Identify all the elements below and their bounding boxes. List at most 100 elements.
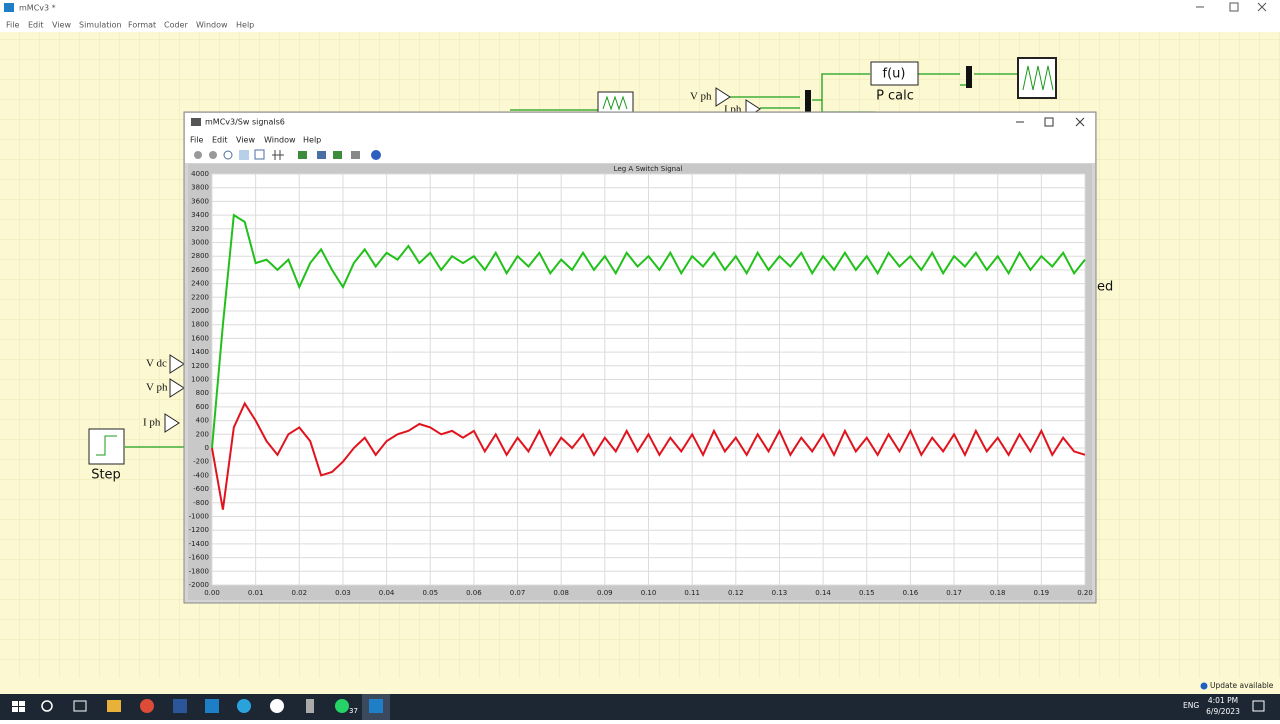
mux[interactable] <box>966 66 972 88</box>
port-label: V dc <box>146 358 167 370</box>
menu-item[interactable]: Edit <box>212 136 228 145</box>
diagram: V dc V ph I ph Step V ph I ph f(u) P cal… <box>88 57 1113 483</box>
port-label: V ph <box>690 91 712 103</box>
y-tick-label: -800 <box>193 499 209 507</box>
menu-item[interactable]: Edit <box>28 21 44 30</box>
y-tick-label: 1800 <box>191 321 209 329</box>
y-tick-label: 2600 <box>191 266 209 274</box>
x-tick-label: 0.18 <box>990 589 1006 597</box>
main-window-buttons[interactable] <box>1196 2 1267 12</box>
app-matlab[interactable] <box>205 699 219 713</box>
y-tick-label: 200 <box>196 430 209 438</box>
block-text: f(u) <box>883 67 906 82</box>
app-telegram[interactable] <box>237 699 251 713</box>
menu-item[interactable]: Window <box>264 136 296 145</box>
x-tick-label: 0.10 <box>641 589 657 597</box>
taskbar: Update available 37 ENG 4:01 PM 6/9/2023 <box>0 678 1280 720</box>
chart-title: Leg A Switch Signal <box>614 165 683 173</box>
y-tick-label: -600 <box>193 485 209 493</box>
scope-menu: File Edit View Window Help <box>190 136 321 145</box>
x-tick-label: 0.02 <box>292 589 308 597</box>
toolbar[interactable] <box>194 149 381 160</box>
start-button[interactable] <box>12 701 25 712</box>
menu-item[interactable]: Coder <box>164 21 188 30</box>
notifications[interactable] <box>1252 700 1265 712</box>
x-tick-label: 0.17 <box>946 589 962 597</box>
main-titlebar <box>0 0 1280 32</box>
app-icon <box>4 3 14 12</box>
update-notice[interactable]: Update available <box>1210 681 1274 690</box>
x-tick-label: 0.19 <box>1034 589 1050 597</box>
main-menu: File Edit View Simulation Format Coder Window H… <box>6 21 254 30</box>
scope-block-selected[interactable] <box>1017 57 1057 99</box>
y-tick-label: -1600 <box>189 554 209 562</box>
language[interactable]: ENG <box>1183 701 1199 710</box>
menu-item[interactable]: File <box>190 136 203 145</box>
x-tick-label: 0.13 <box>772 589 788 597</box>
fcn-block[interactable] <box>870 61 919 86</box>
scope-title: mMCv3/Sw signals6 <box>205 118 285 127</box>
menu-item[interactable]: Simulation <box>79 21 122 30</box>
y-tick-label: 3200 <box>191 225 209 233</box>
x-tick-label: 0.06 <box>466 589 482 597</box>
step-block[interactable] <box>88 428 125 465</box>
app-whatsapp[interactable] <box>335 699 349 713</box>
x-tick-label: 0.04 <box>379 589 395 597</box>
x-tick-label: 0.16 <box>903 589 919 597</box>
y-tick-label: 1600 <box>191 334 209 342</box>
y-tick-label: 400 <box>196 417 209 425</box>
menu-item[interactable]: File <box>6 21 19 30</box>
app-whatsapp[interactable] <box>270 699 284 713</box>
scope-block[interactable] <box>597 91 634 115</box>
app-explorer[interactable] <box>107 700 121 712</box>
y-tick-label: 3400 <box>191 211 209 219</box>
x-tick-label: 0.01 <box>248 589 264 597</box>
y-tick-label: 2800 <box>191 252 209 260</box>
y-tick-label: 4000 <box>191 170 209 178</box>
menu-item[interactable]: Format <box>128 21 156 30</box>
x-tick-label: 0.09 <box>597 589 613 597</box>
block-label: Step <box>91 468 121 483</box>
x-tick-label: 0.05 <box>422 589 438 597</box>
y-tick-label: 3000 <box>191 239 209 247</box>
y-tick-label: 3600 <box>191 197 209 205</box>
x-tick-label: 0.20 <box>1077 589 1093 597</box>
y-tick-label: -200 <box>193 458 209 466</box>
scope-window: mMCv3/Sw signals6 File Edit View Window Help… <box>183 111 1097 604</box>
series-line <box>211 213 1086 449</box>
clock-time[interactable]: 4:01 PM <box>1208 696 1238 705</box>
menu-item[interactable]: Help <box>236 21 254 30</box>
y-tick-label: 1000 <box>191 376 209 384</box>
port-blocks[interactable] <box>164 87 761 433</box>
series-line <box>211 401 1086 510</box>
task-view[interactable] <box>73 700 87 712</box>
menu-item[interactable]: Help <box>303 136 321 145</box>
menu-item[interactable]: Window <box>196 21 228 30</box>
y-tick-label: -1800 <box>189 567 209 575</box>
main-title: mMCv3 * <box>19 4 56 13</box>
y-tick-label: 1200 <box>191 362 209 370</box>
y-tick-label: -1400 <box>189 540 209 548</box>
app-chrome[interactable] <box>140 699 154 713</box>
x-tick-label: 0.08 <box>553 589 569 597</box>
menu-item[interactable]: View <box>52 21 71 30</box>
block-label: ed <box>1097 280 1113 295</box>
y-tick-label: 800 <box>196 389 209 397</box>
y-tick-label: -400 <box>193 471 209 479</box>
scope-window-buttons[interactable] <box>1016 117 1085 127</box>
x-tick-label: 0.03 <box>335 589 351 597</box>
scope-icon <box>191 118 201 126</box>
app-word[interactable] <box>173 699 187 713</box>
menu-item[interactable]: View <box>236 136 255 145</box>
block-label: P calc <box>876 89 914 104</box>
mux[interactable] <box>805 90 811 112</box>
port-label: I ph <box>143 417 161 429</box>
clock-date[interactable]: 6/9/2023 <box>1206 707 1240 716</box>
app-active[interactable] <box>369 699 383 713</box>
y-tick-label: 2000 <box>191 307 209 315</box>
search-button[interactable] <box>41 700 53 712</box>
y-tick-label: 600 <box>196 403 209 411</box>
app-phone[interactable] <box>306 699 314 713</box>
